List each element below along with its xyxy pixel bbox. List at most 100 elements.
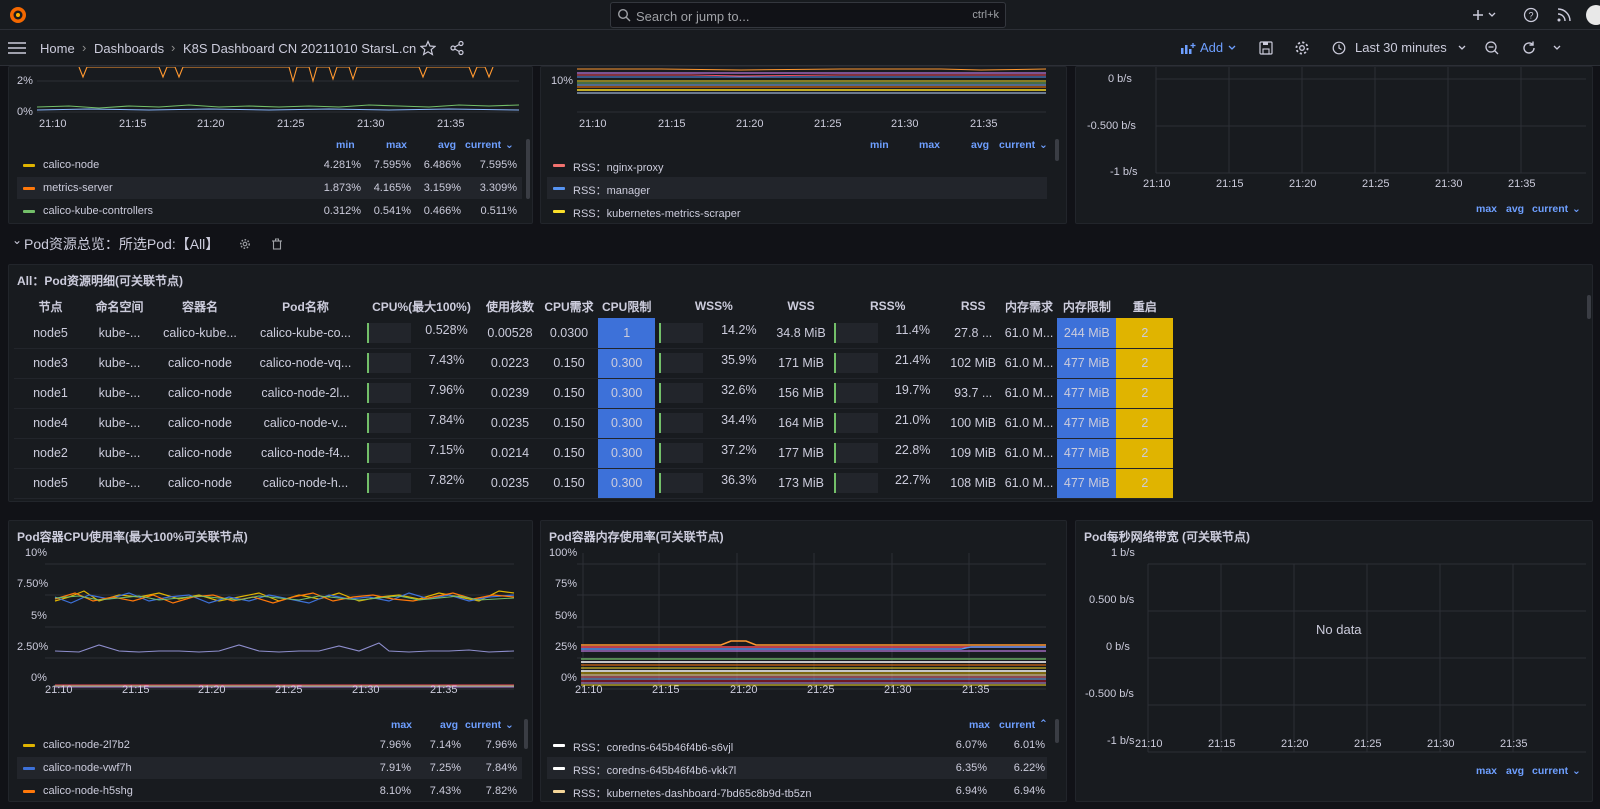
table-row[interactable]: node1 kube-... calico-node calico-node-2l..… <box>14 378 1174 409</box>
legend-header-max[interactable]: max <box>391 719 413 731</box>
col-cpu-request[interactable]: CPU需求 <box>544 299 594 314</box>
y-tick: 0.500 b/s <box>1089 594 1135 606</box>
x-tick: 21:35 <box>1508 178 1536 190</box>
legend-header-max[interactable]: max <box>969 719 991 731</box>
legend-scrollbar[interactable] <box>1055 139 1059 161</box>
refresh-interval-chevron-icon[interactable] <box>1553 44 1561 52</box>
legend-header-max[interactable]: max <box>1476 765 1498 777</box>
legend-header-min[interactable]: min <box>336 139 355 151</box>
grafana-logo-icon[interactable] <box>8 5 28 25</box>
legend-current: 3.309% <box>479 182 517 194</box>
cell-cpu-percent: 7.82% <box>363 468 480 499</box>
legend-color-swatch <box>23 187 35 190</box>
col-pod-name[interactable]: Pod名称 <box>282 299 329 314</box>
col-cpu-percent[interactable]: CPU%(最大100%) <box>372 299 471 314</box>
row-delete-trash-icon[interactable] <box>271 238 283 250</box>
share-icon[interactable] <box>449 40 465 56</box>
legend-avg: 7.14% <box>429 739 461 751</box>
col-wss-percent[interactable]: WSS% <box>694 299 733 313</box>
breadcrumb-home[interactable]: Home <box>40 41 75 56</box>
new-plus-icon[interactable] <box>1470 6 1500 24</box>
legend-item[interactable]: calico-node-2l7b2 7.96% 7.14% 7.96% <box>17 734 522 756</box>
time-range-picker[interactable]: Last 30 minutes <box>1332 39 1466 57</box>
search-input[interactable]: Search or jump to... ctrl+k <box>610 2 1006 28</box>
legend-header-min[interactable]: min <box>870 139 889 151</box>
legend-header-avg[interactable]: avg <box>971 139 990 151</box>
legend-header-max[interactable]: max <box>919 139 941 151</box>
zoom-out-icon[interactable] <box>1484 40 1500 56</box>
legend-header-current[interactable]: current <box>465 139 502 151</box>
y-tick: 0% <box>17 106 33 118</box>
legend-scrollbar[interactable] <box>524 719 528 749</box>
legend-item[interactable]: calico-kube-controllers 0.312% 0.541% 0.… <box>17 200 522 222</box>
legend-item[interactable]: RSS：coredns-645b46f4b6-s6vjl 6.07% 6.01% <box>547 734 1047 756</box>
gauge-bar <box>659 473 704 493</box>
col-node[interactable]: 节点 <box>38 299 63 314</box>
cell-node: node3 <box>14 348 87 379</box>
legend-header-current[interactable]: current <box>999 719 1036 731</box>
legend-item[interactable]: calico-node-vwf7h 7.91% 7.25% 7.84% <box>17 757 522 779</box>
table-scrollbar[interactable] <box>1587 295 1591 319</box>
y-tick: -0.500 b/s <box>1087 120 1136 132</box>
legend-header-avg[interactable]: avg <box>1506 765 1525 777</box>
col-rss[interactable]: RSS <box>960 299 986 313</box>
gauge-bar <box>367 383 411 403</box>
legend-item[interactable]: RSS：manager <box>547 177 1047 199</box>
legend-item[interactable]: RSS：nginx-proxy <box>547 154 1047 176</box>
cell-cpu-percent: 7.84% <box>363 408 480 439</box>
legend-item[interactable]: metrics-server 1.873% 4.165% 3.159% 3.30… <box>17 177 522 199</box>
table-row[interactable]: node4 kube-... calico-node calico-node-v...… <box>14 408 1174 439</box>
table-row[interactable]: node3 kube-... calico-node calico-node-vq..… <box>14 348 1174 379</box>
col-rss-percent[interactable]: RSS% <box>870 299 906 313</box>
legend-header-current[interactable]: current <box>465 719 502 731</box>
settings-gear-icon[interactable] <box>1294 40 1310 56</box>
table-row[interactable]: node2 kube-... calico-node calico-node-f4..… <box>14 438 1174 469</box>
legend-header-current[interactable]: current <box>1532 203 1569 215</box>
clock-icon <box>1332 41 1346 55</box>
search-placeholder: Search or jump to... <box>636 9 750 24</box>
collapse-chevron-icon[interactable]: ⌄ <box>12 233 23 247</box>
user-avatar-icon[interactable] <box>1585 4 1600 26</box>
help-icon[interactable]: ? <box>1522 6 1540 24</box>
save-icon[interactable] <box>1258 40 1274 56</box>
col-mem-request[interactable]: 内存需求 <box>1005 299 1054 314</box>
col-namespace[interactable]: 命名空间 <box>95 299 144 314</box>
refresh-icon[interactable] <box>1521 40 1537 56</box>
legend-header-avg[interactable]: avg <box>1506 203 1525 215</box>
top-right-network-panel: 0 b/s -0.500 b/s -1 b/s 21:10 21:15 21:2… <box>1075 66 1593 224</box>
cell-mem-limit: 477 MiB <box>1057 348 1117 379</box>
row-settings-gear-icon[interactable] <box>239 238 251 250</box>
col-restarts[interactable]: 重启 <box>1132 299 1157 314</box>
col-mem-limit[interactable]: 内存限制 <box>1062 299 1111 314</box>
col-wss[interactable]: WSS <box>787 299 815 313</box>
legend-color-swatch <box>553 767 565 770</box>
legend-name: RSS：kubernetes-dashboard-7bd65c8b9d-tb5z… <box>573 788 812 800</box>
legend-header-current[interactable]: current <box>999 139 1036 151</box>
legend-header-avg[interactable]: avg <box>440 719 459 731</box>
col-container[interactable]: 容器名 <box>181 299 218 314</box>
legend-scrollbar[interactable] <box>526 139 530 199</box>
menu-icon[interactable] <box>8 41 26 55</box>
col-cpu-limit[interactable]: CPU限制 <box>602 299 652 314</box>
legend-item[interactable]: RSS：kubernetes-dashboard-7bd65c8b9d-tb5z… <box>547 780 1047 801</box>
table-row[interactable]: node5 kube-... calico-kube... calico-kube-c… <box>14 318 1174 349</box>
legend-header-avg[interactable]: avg <box>438 139 457 151</box>
cell-container: calico-node <box>152 408 248 439</box>
col-cores-used[interactable]: 使用核数 <box>485 299 534 314</box>
table-row[interactable]: node5 kube-... calico-node calico-node-h...… <box>14 468 1174 499</box>
legend-scrollbar[interactable] <box>1055 719 1059 743</box>
legend-item[interactable]: RSS：coredns-645b46f4b6-vkk7l 6.35% 6.22% <box>547 757 1047 779</box>
breadcrumb-dashboards[interactable]: Dashboards <box>94 41 165 56</box>
legend-header-current[interactable]: current <box>1532 765 1569 777</box>
star-icon[interactable] <box>420 40 436 56</box>
legend-item[interactable]: calico-node-h5shg 8.10% 7.43% 7.82% <box>17 780 522 801</box>
add-button[interactable]: Add <box>1180 39 1240 57</box>
news-rss-icon[interactable] <box>1555 6 1573 24</box>
cell-pod-name: calico-node-f4... <box>248 438 363 469</box>
legend-header-max[interactable]: max <box>1476 203 1498 215</box>
x-tick: 21:30 <box>352 684 380 696</box>
legend-name: calico-node-2l7b2 <box>43 739 130 751</box>
legend-item[interactable]: RSS：kubernetes-metrics-scraper <box>547 200 1047 222</box>
legend-item[interactable]: calico-node 4.281% 7.595% 6.486% 7.595% <box>17 154 522 176</box>
legend-header-max[interactable]: max <box>386 139 408 151</box>
